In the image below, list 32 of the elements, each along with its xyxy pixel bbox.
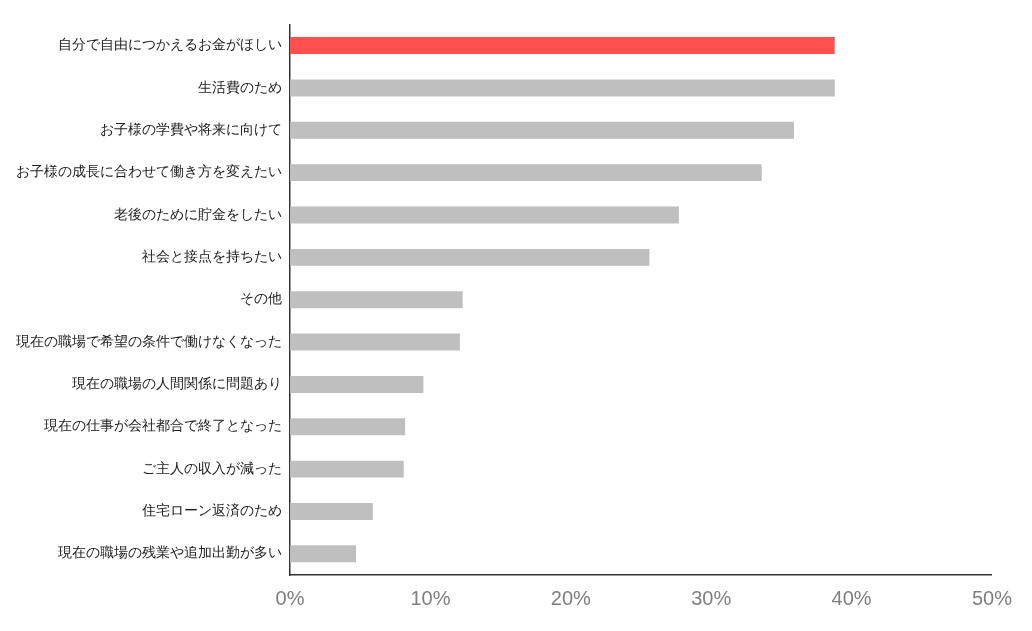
bar bbox=[290, 418, 406, 436]
bar bbox=[290, 121, 795, 139]
x-tick-label: 40% bbox=[831, 586, 872, 609]
y-tick-label: 自分で自由につかえるお金がほしい bbox=[58, 36, 282, 53]
y-tick-label: 生活費のため bbox=[198, 78, 282, 95]
bar bbox=[290, 79, 835, 97]
y-tick-label: 現在の職場の人間関係に問題あり bbox=[72, 375, 282, 392]
y-tick-label: お子様の成長に合わせて働き方を変えたい bbox=[16, 163, 282, 180]
bar bbox=[290, 291, 463, 309]
y-tick-label: 社会と接点を持ちたい bbox=[142, 247, 282, 264]
bar bbox=[290, 248, 650, 266]
bar bbox=[290, 503, 373, 520]
bar bbox=[290, 545, 356, 563]
bar bbox=[290, 37, 835, 55]
y-tick-label: 現在の仕事が会社都合で終了となった bbox=[44, 417, 282, 434]
y-tick-label: 現在の職場で希望の条件で働けなくなった bbox=[16, 332, 282, 349]
y-tick-label: 住宅ローン返済のため bbox=[141, 502, 282, 519]
x-tick-label: 20% bbox=[550, 586, 592, 609]
bar bbox=[290, 206, 679, 224]
y-tick-label: ご主人の収入が減った bbox=[142, 459, 282, 476]
x-tick-label: 30% bbox=[691, 586, 732, 609]
y-tick-label: お子様の学費や将来に向けて bbox=[100, 120, 282, 137]
x-tick-label: 50% bbox=[971, 586, 1013, 609]
bar bbox=[290, 375, 424, 393]
y-tick-label: 老後のために貯金をしたい bbox=[114, 205, 282, 222]
x-tick-label: 10% bbox=[410, 586, 451, 609]
y-tick-label: その他 bbox=[240, 290, 282, 307]
bar bbox=[290, 460, 404, 478]
bar bbox=[290, 164, 762, 182]
y-tick-label: 現在の職場の残業や追加出勤が多い bbox=[58, 544, 282, 561]
bar bbox=[290, 333, 460, 351]
x-tick-label: 0% bbox=[275, 586, 305, 609]
